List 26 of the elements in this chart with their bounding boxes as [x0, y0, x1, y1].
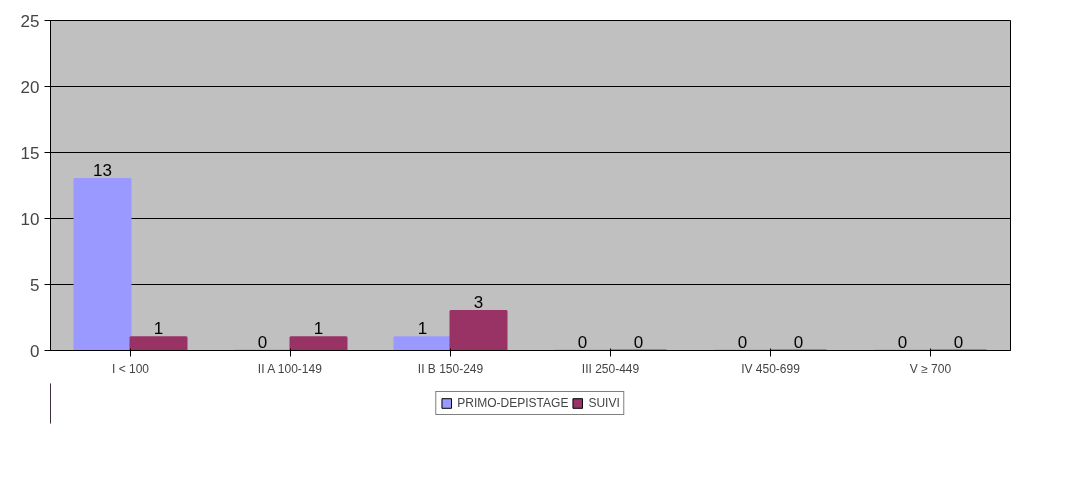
x-tick-label: II B 150-249 [417, 361, 484, 376]
data-label: 0 [953, 332, 964, 352]
data-label: 3 [473, 292, 484, 312]
x-tick-label: V ≥ 700 [909, 361, 952, 376]
x-tick-label: IV 450-699 [741, 361, 801, 376]
data-label: 0 [897, 332, 908, 352]
data-label: 0 [633, 332, 644, 352]
y-tick-label: 25 [20, 11, 40, 31]
data-label: 1 [417, 319, 428, 339]
y-tick-label: 20 [20, 77, 40, 97]
x-tick-label: III 250-449 [581, 361, 640, 376]
x-tick-label: I < 100 [111, 361, 150, 376]
y-tick-label: 0 [30, 341, 40, 361]
y-tick-label: 10 [20, 209, 40, 229]
data-label: 0 [257, 332, 268, 352]
data-label: 0 [577, 332, 588, 352]
x-tick-label: II A 100-149 [257, 361, 323, 376]
data-label: 0 [737, 332, 748, 352]
y-tick-label: 5 [30, 275, 40, 295]
data-label: 13 [93, 160, 112, 180]
legend-label: PRIMO-DEPISTAGE [457, 396, 569, 410]
y-tick-label: 15 [20, 143, 40, 163]
data-label: 1 [313, 319, 324, 339]
legend-label: SUIVI [588, 396, 620, 410]
data-label: 1 [153, 319, 164, 339]
data-label: 0 [793, 332, 804, 352]
